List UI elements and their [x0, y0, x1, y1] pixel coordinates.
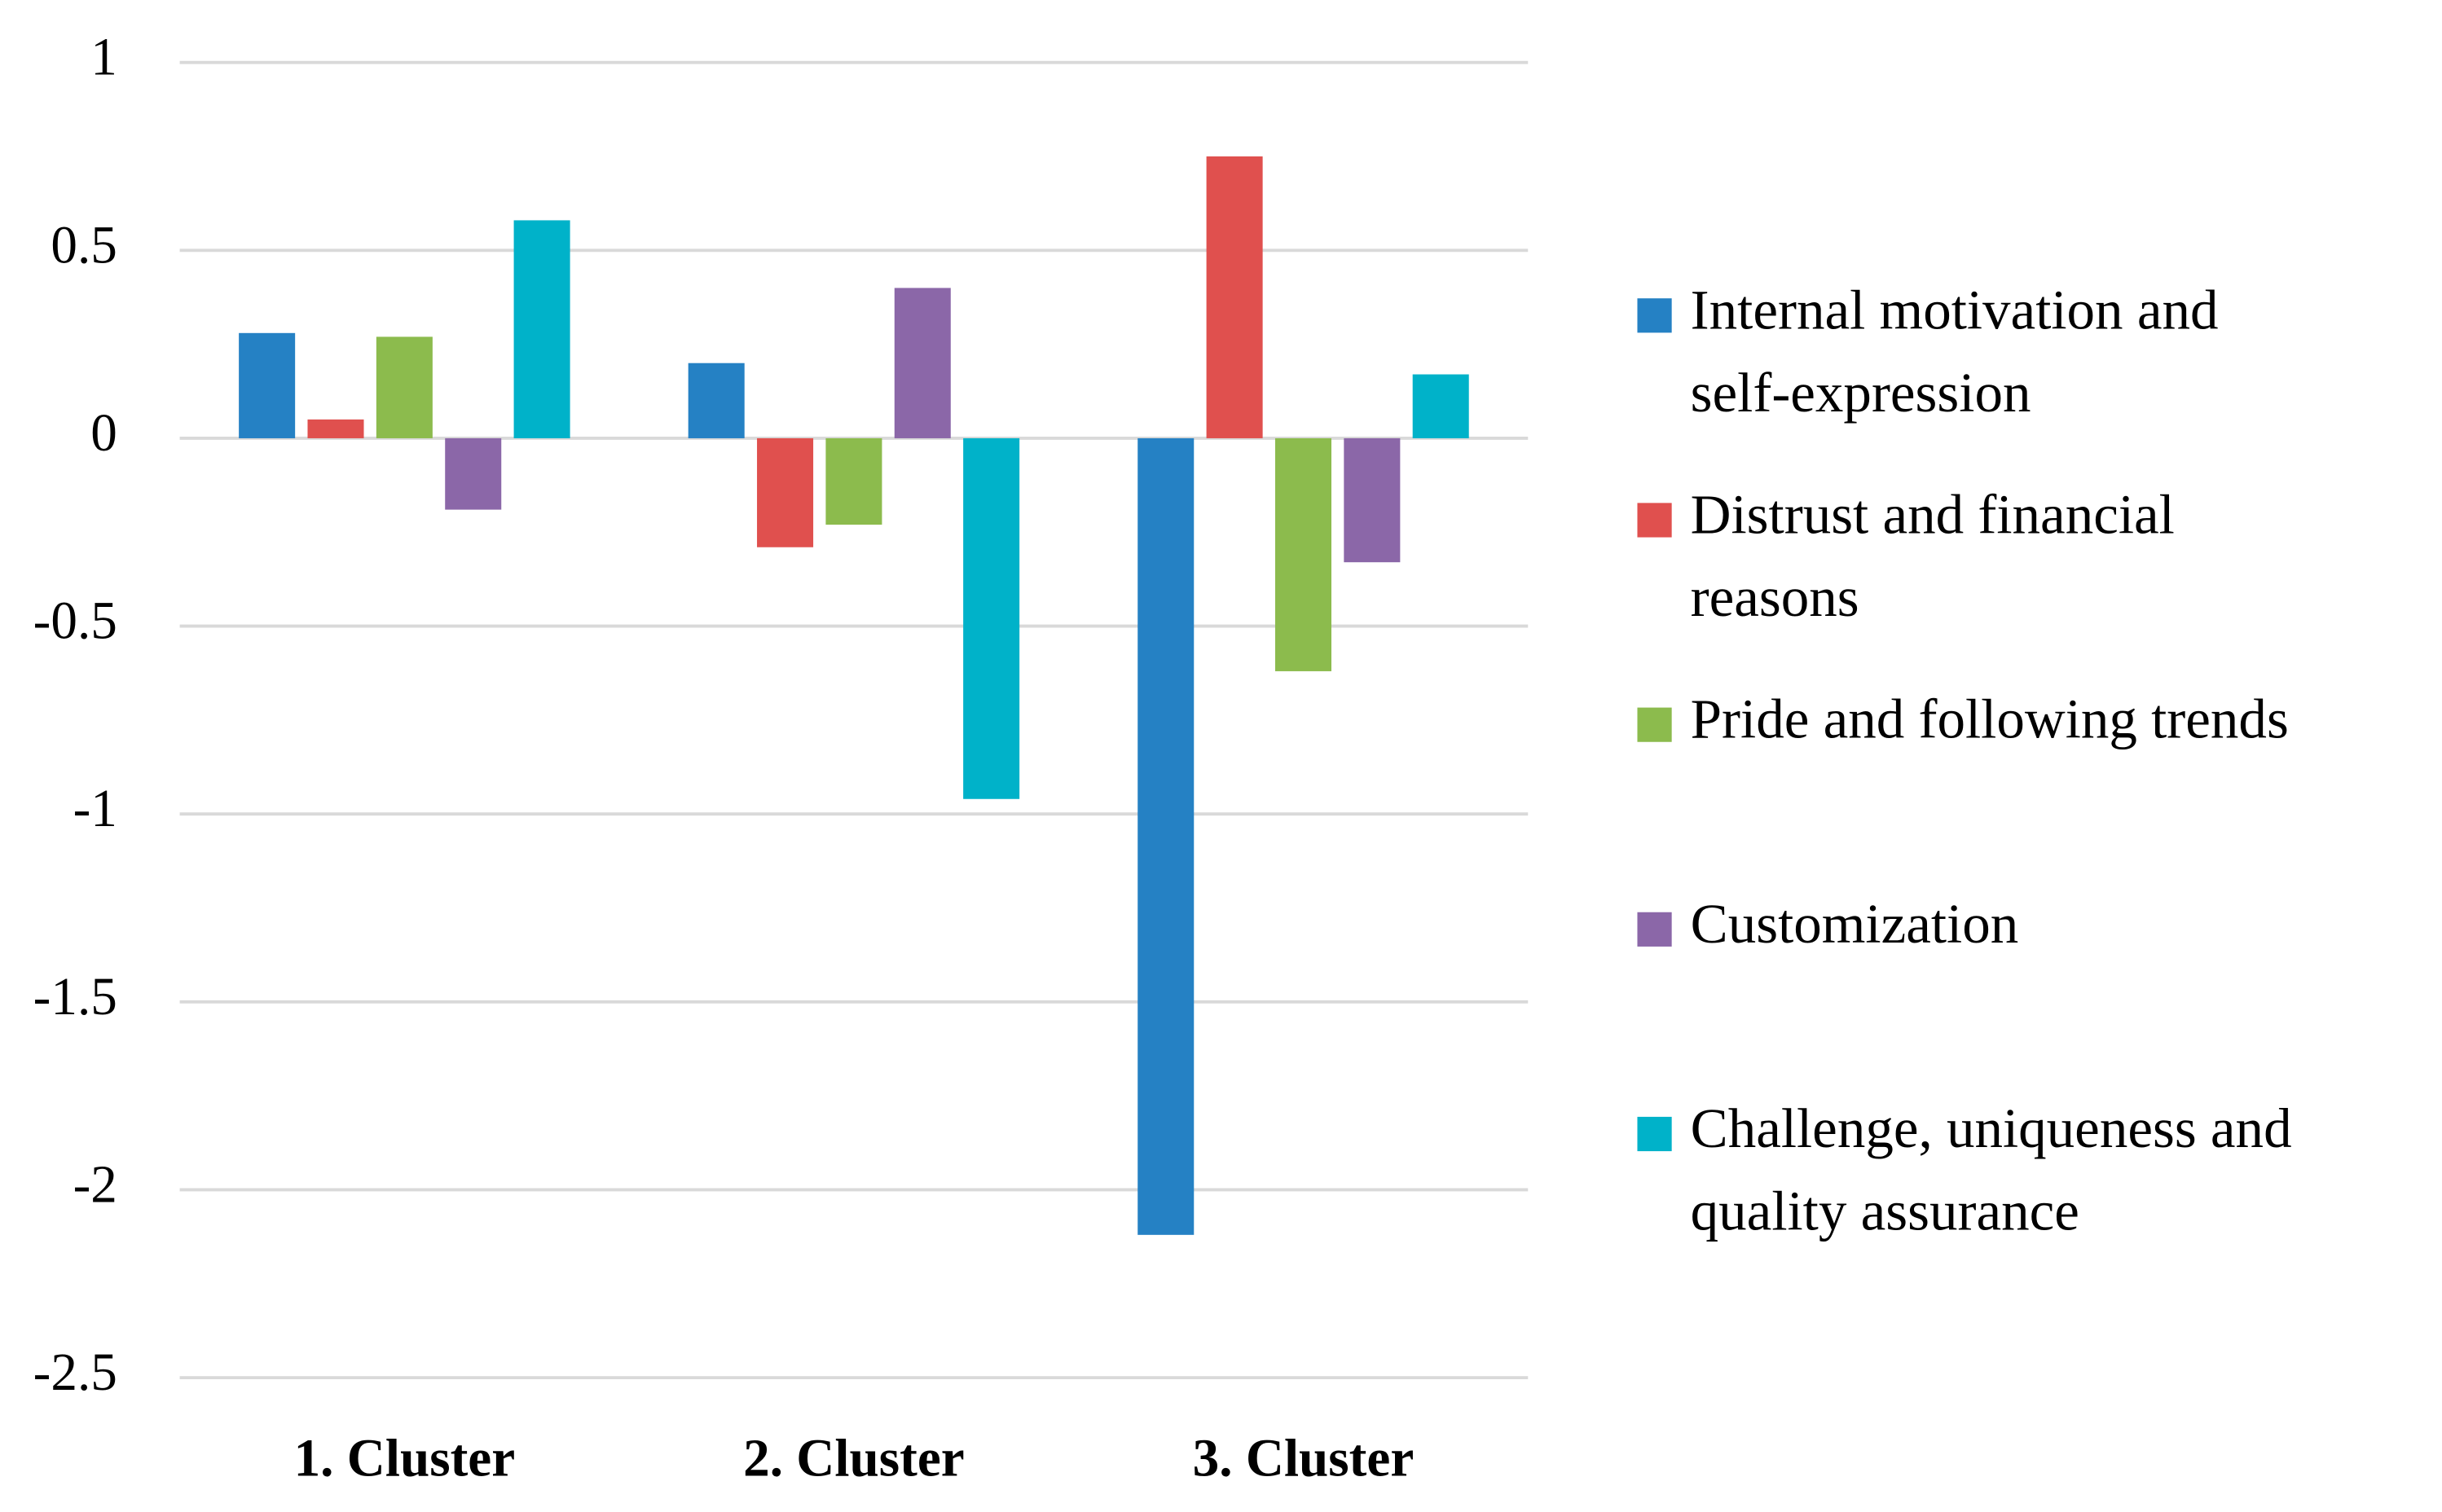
legend-label: Customization: [1691, 892, 2019, 955]
bar: [1344, 437, 1401, 563]
bar: [894, 288, 951, 438]
bar: [1412, 374, 1469, 438]
y-tick-label: 1: [90, 29, 117, 87]
x-tick-label: 3. Cluster: [1193, 1430, 1415, 1488]
y-tick-label: 0: [90, 404, 117, 463]
legend-line: Distrust and financial: [1691, 482, 2175, 545]
y-tick-label: 0.5: [51, 216, 117, 275]
legend-line: quality assurance: [1691, 1179, 2079, 1242]
bar: [513, 220, 570, 438]
bar: [307, 419, 364, 438]
legend-swatch: [1637, 503, 1672, 538]
legend-line: self-expression: [1691, 361, 2031, 424]
legend-line: Internal motivation and: [1691, 278, 2219, 341]
y-tick-label: -1: [73, 780, 117, 838]
y-tick-label: -0.5: [33, 592, 117, 651]
y-tick-label: -2: [73, 1155, 117, 1214]
x-tick-label: 1. Cluster: [294, 1430, 516, 1488]
legend-line: reasons: [1691, 565, 1859, 628]
legend-swatch: [1637, 1116, 1672, 1152]
legend-line: Challenge, uniqueness and: [1691, 1097, 2292, 1159]
x-tick-label: 2. Cluster: [743, 1430, 965, 1488]
legend-line: Customization: [1691, 892, 2019, 955]
legend-label: Pride and following trends: [1691, 687, 2289, 749]
y-tick-label: -2.5: [33, 1343, 117, 1402]
bar: [1137, 437, 1195, 1235]
legend-label: Distrust and financial reasons: [1691, 482, 2175, 628]
bar: [1274, 437, 1331, 671]
bar: [688, 363, 745, 438]
legend-swatch: [1637, 298, 1672, 333]
legend-swatch: [1637, 707, 1672, 742]
legend-swatch: [1637, 912, 1672, 947]
legend-line: Pride and following trends: [1691, 687, 2289, 749]
bar: [376, 336, 433, 438]
legend-label: Challenge, uniqueness and quality assuran…: [1691, 1097, 2292, 1242]
bar: [963, 437, 1020, 799]
bar: [825, 437, 882, 525]
bar: [1206, 156, 1263, 438]
legend-label: Internal motivation and self-expression: [1691, 278, 2219, 424]
bar: [757, 437, 814, 547]
bar: [239, 332, 296, 438]
y-tick-label: -1.5: [33, 968, 117, 1026]
bar: [445, 437, 502, 510]
